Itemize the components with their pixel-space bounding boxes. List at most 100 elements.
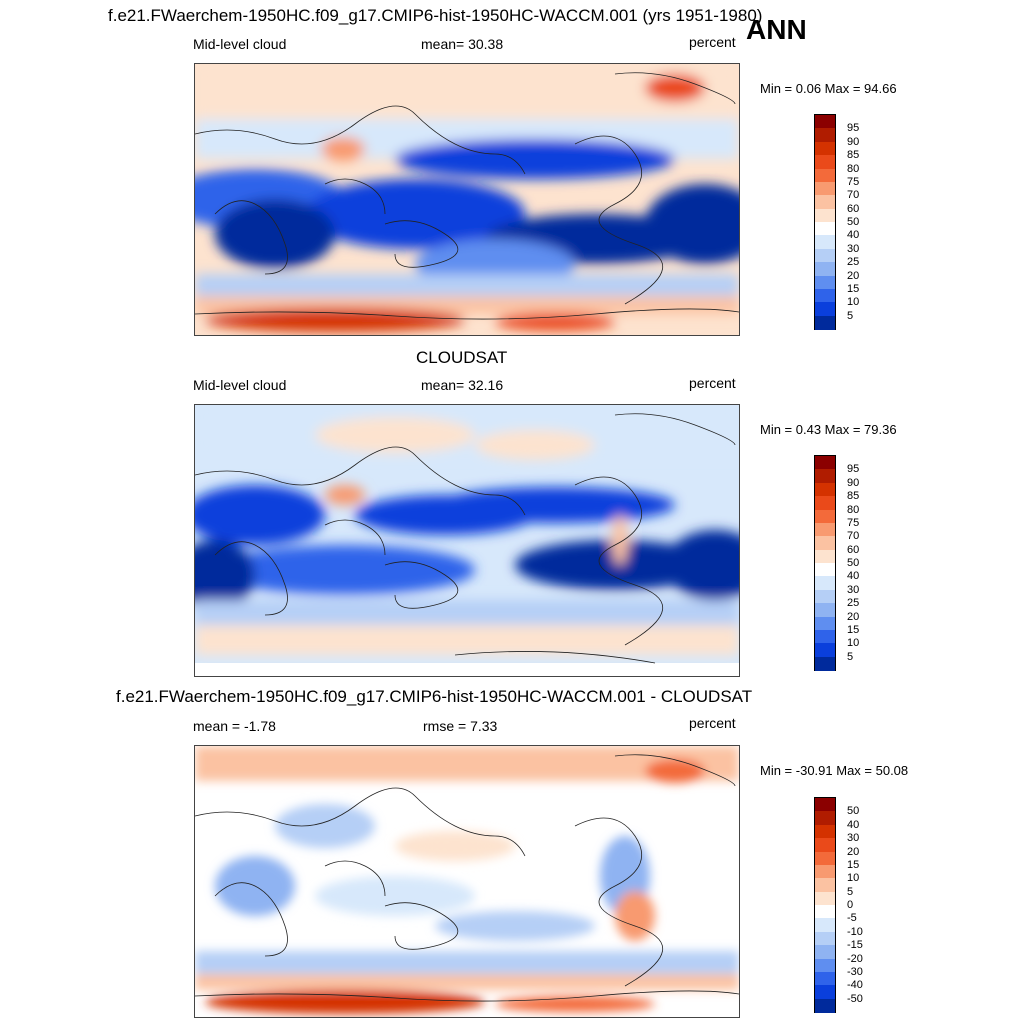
colorbar-box bbox=[815, 469, 835, 484]
colorbar-box bbox=[815, 536, 835, 551]
colorbar-label: 30 bbox=[847, 832, 860, 845]
colorbar-box bbox=[815, 456, 835, 470]
colorbar-box bbox=[815, 128, 835, 143]
colorbar-box bbox=[815, 563, 835, 577]
colorbar-label: -10 bbox=[847, 925, 863, 938]
panel3-map bbox=[194, 745, 740, 1018]
colorbar-label: 10 bbox=[847, 296, 860, 309]
colorbar-box bbox=[815, 616, 835, 631]
panel3-map-svg bbox=[195, 746, 739, 1017]
panel1-map bbox=[194, 63, 740, 336]
figure-title: f.e21.FWaerchem-1950HC.f09_g17.CMIP6-his… bbox=[108, 6, 763, 25]
colorbar-label: 60 bbox=[847, 202, 860, 215]
colorbar-label: 80 bbox=[847, 162, 860, 175]
colorbar-label: 20 bbox=[847, 269, 860, 282]
colorbar-label: 20 bbox=[847, 610, 860, 623]
colorbar-label: 25 bbox=[847, 256, 860, 269]
colorbar-box bbox=[815, 838, 835, 852]
colorbar-box bbox=[815, 576, 835, 591]
colorbar-label: 50 bbox=[847, 216, 860, 228]
colorbar-box bbox=[815, 945, 835, 959]
colorbar-label: 95 bbox=[847, 122, 860, 135]
colorbar-label: 10 bbox=[847, 872, 860, 885]
colorbar-box bbox=[815, 549, 835, 564]
panel2-field bbox=[195, 405, 739, 655]
colorbar-box bbox=[815, 985, 835, 1000]
colorbar-label: -30 bbox=[847, 965, 863, 978]
colorbar-label: -5 bbox=[847, 912, 857, 925]
colorbar-box bbox=[815, 222, 835, 236]
panel2-minmax: Min = 0.43 Max = 79.36 bbox=[760, 422, 897, 437]
colorbar-box bbox=[815, 181, 835, 196]
panel2-units: percent bbox=[689, 375, 736, 391]
colorbar-box bbox=[815, 643, 835, 658]
colorbar-box bbox=[815, 891, 835, 906]
panel1-colorbar: 95 90 85 80 75 70 60 50 40 30 25 20 15 10 5 bbox=[814, 114, 859, 330]
colorbar-box bbox=[815, 302, 835, 317]
panel3-coastlines bbox=[195, 754, 739, 1002]
colorbar-label: 5 bbox=[847, 885, 854, 898]
panel1-minmax: Min = 0.06 Max = 94.66 bbox=[760, 81, 897, 96]
colorbar-box bbox=[815, 998, 835, 1013]
colorbar-label: 5 bbox=[847, 650, 854, 663]
colorbar-label: 15 bbox=[847, 282, 860, 295]
colorbar-label: 70 bbox=[847, 189, 860, 202]
colorbar-box bbox=[815, 208, 835, 223]
colorbar-label: 90 bbox=[847, 135, 860, 148]
colorbar-label: 80 bbox=[847, 503, 860, 516]
colorbar-box bbox=[815, 275, 835, 290]
colorbar-box bbox=[815, 629, 835, 644]
colorbar-box bbox=[815, 656, 835, 671]
colorbar-box bbox=[815, 851, 835, 866]
colorbar-box bbox=[815, 931, 835, 946]
colorbar-box bbox=[815, 878, 835, 893]
colorbar-label: 0 bbox=[847, 899, 854, 911]
colorbar-box bbox=[815, 603, 835, 617]
colorbar-box bbox=[815, 315, 835, 330]
colorbar-box bbox=[815, 811, 835, 826]
colorbar-label: -20 bbox=[847, 952, 863, 965]
colorbar-label: -40 bbox=[847, 979, 863, 992]
colorbar-box bbox=[815, 509, 835, 524]
colorbar-box bbox=[815, 235, 835, 250]
colorbar-box bbox=[815, 522, 835, 537]
panel3-colorbar: 50 40 30 20 15 10 5 0 -5 -10 -15 -20 -30 -40 -50 bbox=[814, 797, 863, 1013]
colorbar-label: 85 bbox=[847, 490, 860, 503]
colorbar-label: 20 bbox=[847, 845, 860, 858]
colorbar-label: 50 bbox=[847, 557, 860, 569]
no-data-band bbox=[195, 663, 739, 676]
colorbar-box bbox=[815, 918, 835, 933]
colorbar-label: 95 bbox=[847, 463, 860, 476]
season-label: ANN bbox=[746, 14, 807, 45]
colorbar-label: -15 bbox=[847, 939, 863, 952]
colorbar-box bbox=[815, 155, 835, 169]
panel3-mean: mean = -1.78 bbox=[193, 718, 276, 734]
panel1-variable-label: Mid-level cloud bbox=[193, 36, 287, 52]
panel1-mean: mean= 30.38 bbox=[421, 36, 504, 52]
colorbar-box bbox=[815, 905, 835, 919]
colorbar-label: 15 bbox=[847, 623, 860, 636]
panel2-variable-label: Mid-level cloud bbox=[193, 377, 287, 393]
panel2-map bbox=[194, 404, 740, 677]
colorbar-box bbox=[815, 168, 835, 183]
colorbar-box bbox=[815, 958, 835, 973]
colorbar-box bbox=[815, 864, 835, 879]
panel1-units: percent bbox=[689, 34, 736, 50]
colorbar-label: 15 bbox=[847, 858, 860, 871]
panel1-map-svg bbox=[195, 64, 739, 335]
colorbar-label: 60 bbox=[847, 543, 860, 556]
colorbar-box bbox=[815, 496, 835, 510]
colorbar-label: 70 bbox=[847, 530, 860, 543]
colorbar-label: 75 bbox=[847, 516, 860, 529]
colorbar-label: 40 bbox=[847, 229, 860, 242]
colorbar-box bbox=[815, 824, 835, 839]
panel2-coastlines bbox=[195, 413, 736, 664]
colorbar-label: 30 bbox=[847, 242, 860, 255]
colorbar-box bbox=[815, 115, 835, 129]
panel2-title: CLOUDSAT bbox=[416, 348, 508, 367]
colorbar-box bbox=[815, 589, 835, 604]
colorbar-box bbox=[815, 262, 835, 276]
colorbar-box bbox=[815, 195, 835, 210]
colorbar-label: 40 bbox=[847, 570, 860, 583]
panel3-minmax: Min = -30.91 Max = 50.08 bbox=[760, 763, 909, 778]
